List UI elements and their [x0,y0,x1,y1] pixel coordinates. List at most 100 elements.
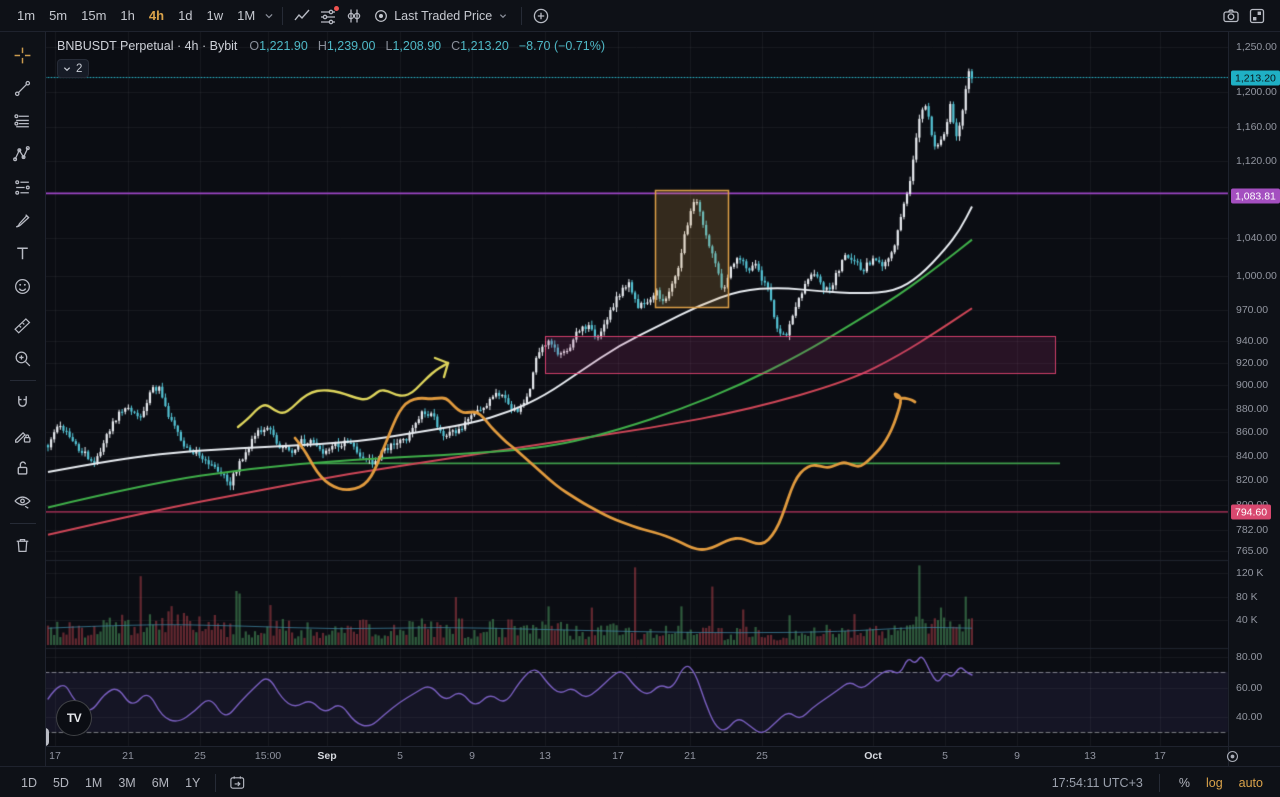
forecast-tool-icon[interactable] [6,171,40,204]
time-tick: 25 [756,750,768,762]
price-tick: 920.00 [1236,357,1269,369]
magnet-mode-icon[interactable] [6,386,40,419]
chart-style-icon[interactable] [289,4,315,28]
toolbar-divider [9,523,36,524]
indicator-axis-tick: 80 K [1236,591,1258,603]
time-tick: 5 [942,750,948,762]
drawing-mode-lock-icon[interactable] [6,419,40,452]
trend-line-tool-icon[interactable] [6,72,40,105]
emoji-tool-icon[interactable] [6,270,40,303]
price-tick: 940.00 [1236,335,1269,347]
price-tick: 880.00 [1236,403,1269,415]
price-tick: 1,160.00 [1236,121,1277,133]
time-tick: 9 [469,750,475,762]
ohlc-low: L1,208.90 [385,39,442,53]
range-1d-button[interactable]: 1D [14,773,44,793]
measure-tool-icon[interactable] [6,309,40,342]
time-tick: 21 [684,750,696,762]
lock-drawings-icon[interactable] [6,452,40,485]
crosshair-tool-icon[interactable] [6,39,40,72]
ohlc-high: H1,239.00 [317,39,376,53]
add-alert-icon[interactable] [528,4,554,28]
price-tick: 1,120.00 [1236,155,1277,167]
price-label-chip: 794.60 [1231,504,1272,520]
screenshot-camera-icon[interactable] [1218,4,1244,28]
go-to-date-calendar-icon[interactable] [224,771,250,795]
target-icon [375,9,388,22]
fullscreen-icon[interactable] [1244,4,1270,28]
indicator-axis-tick: 60.00 [1236,682,1263,694]
tradingview-logo[interactable]: TV [56,700,92,736]
top-toolbar: 1m 5m 15m 1h 4h 1d 1w 1M [0,0,1280,32]
ohlc-close: C1,213.20 [451,39,509,53]
price-tick: 840.00 [1236,450,1269,462]
time-tick: 13 [1084,750,1096,762]
text-tool-icon[interactable] [6,237,40,270]
log-scale-button[interactable]: log [1203,774,1226,792]
indicator-axis-tick: 40.00 [1236,711,1263,723]
time-tick: 17 [612,750,624,762]
indicators-alert-badge [334,5,340,11]
price-source-caret-icon [497,10,509,22]
price-change: −8.70 (−0.71%) [518,39,606,53]
price-axis[interactable]: 1,250.00 1,200.00 1,160.00 1,120.00 1,040.00… [1228,31,1280,746]
chevron-down-icon [63,66,71,71]
price-tick: 820.00 [1236,474,1269,486]
time-tick: Oct [864,750,882,762]
time-tick: 5 [397,750,403,762]
range-1y-button[interactable]: 1Y [178,773,207,793]
symbol-title[interactable]: BNBUSDT Perpetual · 4h · Bybit [57,39,238,53]
timeframe-1h[interactable]: 1h [113,4,141,27]
timeframe-5m[interactable]: 5m [42,4,74,27]
timeframe-15m[interactable]: 15m [74,4,113,27]
xabcd-pattern-tool-icon[interactable] [6,138,40,171]
price-source-selector[interactable]: Last Traded Price [367,7,515,25]
time-tick: 17 [49,750,61,762]
remove-drawings-trash-icon[interactable] [6,529,40,562]
price-tick: 1,200.00 [1236,86,1277,98]
timeframe-1m[interactable]: 1m [10,4,42,27]
price-source-label: Last Traded Price [394,8,493,23]
zoom-in-tool-icon[interactable] [6,342,40,375]
toolbar-divider [1158,773,1160,792]
hide-drawings-eye-icon[interactable] [6,485,40,518]
range-3m-button[interactable]: 3M [111,773,142,793]
auto-scale-button[interactable]: auto [1236,774,1266,792]
toolbar-divider [215,773,217,792]
price-tick: 860.00 [1236,426,1269,438]
timeframe-4h[interactable]: 4h [142,4,171,27]
symbol-info-bar[interactable]: BNBUSDT Perpetual · 4h · Bybit O1,221.90… [57,39,605,53]
toolbar-divider [521,6,523,25]
brush-tool-icon[interactable] [6,204,40,237]
price-scale-settings-icon[interactable] [1225,749,1240,769]
percent-scale-button[interactable]: % [1176,774,1193,792]
timeframe-dropdown-icon[interactable] [262,9,276,23]
ohlc-open: O1,221.90 [249,39,308,53]
price-label-chip: 1,083.81 [1231,188,1280,204]
time-tick: 17 [1154,750,1166,762]
time-tick: 21 [122,750,134,762]
fib-retracement-tool-icon[interactable] [6,105,40,138]
time-tick: Sep [317,750,337,762]
price-tick: 1,250.00 [1236,41,1277,53]
time-tick: 25 [194,750,206,762]
range-1m-button[interactable]: 1M [78,773,109,793]
drawing-toolbar [0,31,46,774]
price-tick: 782.00 [1236,524,1269,536]
range-5d-button[interactable]: 5D [46,773,76,793]
price-tick: 1,040.00 [1236,232,1277,244]
indicator-axis-tick: 120 K [1236,567,1264,579]
timeframe-1M[interactable]: 1M [230,4,262,27]
range-6m-button[interactable]: 6M [145,773,176,793]
timeframe-1d[interactable]: 1d [171,4,199,27]
compare-icon[interactable] [341,4,367,28]
time-axis[interactable]: 17 21 25 15:00 Sep 5 9 13 17 21 25 Oct 5 9 13 17 [45,746,1280,767]
clock-timezone[interactable]: 17:54:11 UTC+3 [1051,775,1143,790]
indicators-icon[interactable] [315,4,341,28]
collapsed-indicators-legend[interactable]: 2 [57,59,90,78]
bottom-toolbar: 1D 5D 1M 3M 6M 1Y 17:54:11 UTC+3 % log a… [0,766,1280,797]
price-tick: 900.00 [1236,379,1269,391]
price-tick: 1,000.00 [1236,270,1277,282]
timeframe-1w[interactable]: 1w [200,4,231,27]
